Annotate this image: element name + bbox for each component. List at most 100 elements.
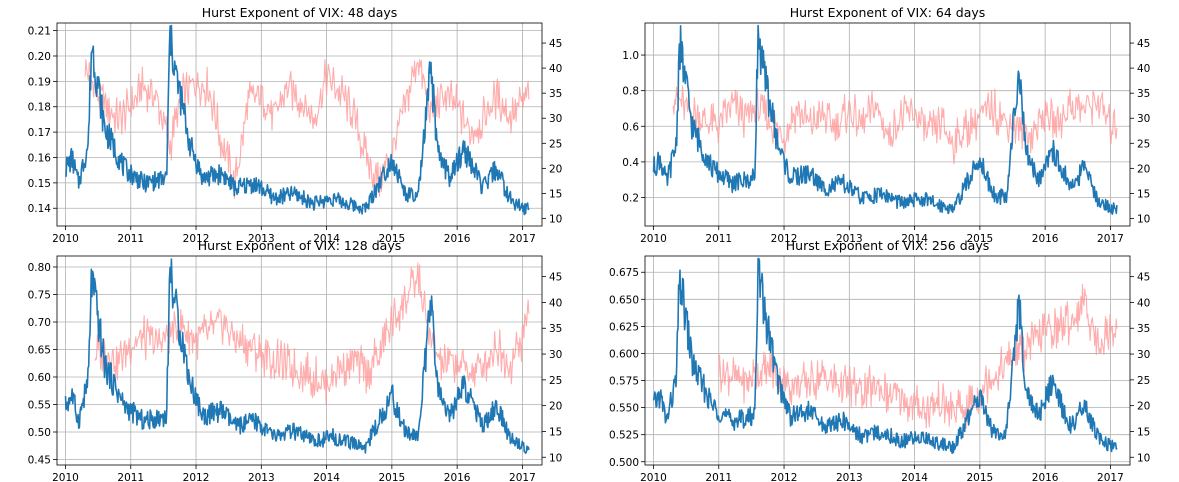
y-left-tick-label: 0.675 — [609, 267, 639, 279]
x-tick-label: 2016 — [444, 472, 471, 482]
y-right-tick-label: 30 — [1137, 113, 1150, 125]
hurst-series-line — [718, 283, 1118, 429]
hurst-series-line — [672, 85, 1118, 165]
y-right-tick-label: 40 — [549, 297, 562, 309]
x-tick-label: 2012 — [183, 472, 210, 482]
y-left-tick-label: 0.2 — [622, 193, 639, 205]
y-right-tick-label: 10 — [1137, 452, 1150, 464]
x-tick-label: 2016 — [1032, 233, 1059, 245]
x-tick-label: 2012 — [183, 233, 210, 245]
x-tick-label: 2015 — [966, 472, 993, 482]
y-left-tick-label: 0.6 — [622, 121, 639, 133]
x-tick-label: 2013 — [248, 233, 275, 245]
y-left-tick-label: 0.20 — [28, 51, 51, 63]
y-right-tick-label: 10 — [549, 452, 562, 464]
y-left-tick-label: 0.15 — [28, 178, 51, 190]
vix-series-line — [652, 257, 1118, 455]
y-right-tick-label: 35 — [549, 88, 562, 100]
x-tick-label: 2011 — [705, 233, 732, 245]
y-left-tick-label: 0.8 — [622, 86, 639, 98]
y-left-tick-label: 0.19 — [28, 76, 51, 88]
y-left-tick-label: 0.4 — [622, 157, 639, 169]
hurst-series-line — [84, 59, 530, 199]
y-left-tick-label: 0.80 — [28, 262, 51, 274]
y-right-tick-label: 45 — [549, 272, 562, 284]
x-tick-label: 2014 — [901, 472, 928, 482]
y-left-tick-label: 0.575 — [609, 376, 639, 388]
x-tick-label: 2015 — [966, 233, 993, 245]
y-left-tick-label: 0.650 — [609, 294, 639, 306]
x-tick-label: 2010 — [640, 472, 667, 482]
y-right-tick-label: 25 — [1137, 138, 1150, 150]
y-right-tick-label: 45 — [1137, 272, 1150, 284]
x-tick-label: 2012 — [771, 233, 798, 245]
chart-panel: 2010 2011 2012 2013 2014 2015 2016 20170.20.40.… — [622, 5, 1150, 245]
x-tick-label: 2010 — [52, 472, 79, 482]
y-right-tick-label: 20 — [549, 163, 562, 175]
y-left-tick-label: 0.70 — [28, 317, 51, 329]
y-left-tick-label: 0.550 — [609, 403, 639, 415]
x-tick-label: 2017 — [1097, 472, 1124, 482]
y-left-tick-label: 0.16 — [28, 152, 52, 164]
y-right-tick-label: 45 — [549, 38, 562, 50]
x-tick-label: 2014 — [313, 472, 340, 482]
y-right-tick-label: 15 — [1137, 426, 1150, 438]
x-tick-label: 2015 — [378, 233, 405, 245]
x-tick-label: 2011 — [117, 233, 144, 245]
x-tick-label: 2011 — [117, 472, 144, 482]
y-left-tick-label: 0.45 — [28, 455, 51, 467]
chart-panel: 2010 2011 2012 2013 2014 2015 2016 20170.5000.5… — [609, 238, 1150, 482]
y-right-tick-label: 35 — [1137, 88, 1150, 100]
y-right-tick-label: 40 — [1137, 297, 1150, 309]
y-right-tick-label: 30 — [1137, 349, 1150, 361]
y-left-tick-label: 0.50 — [28, 427, 51, 439]
y-left-tick-label: 0.525 — [609, 430, 639, 442]
y-left-tick-label: 0.500 — [609, 457, 639, 469]
y-left-tick-label: 0.625 — [609, 321, 639, 333]
vix-series-line — [64, 24, 530, 216]
y-left-tick-label: 0.14 — [28, 203, 52, 215]
chart-title: Hurst Exponent of VIX: 128 days — [198, 238, 401, 253]
y-right-tick-label: 10 — [549, 213, 562, 225]
x-tick-label: 2017 — [509, 233, 536, 245]
y-left-tick-label: 0.18 — [28, 102, 51, 114]
y-left-tick-label: 0.17 — [28, 127, 51, 139]
y-right-tick-label: 15 — [549, 188, 562, 200]
chart-panel: 2010 2011 2012 2013 2014 2015 2016 20170.450.50… — [28, 238, 563, 482]
y-left-tick-label: 0.60 — [28, 372, 51, 384]
x-tick-label: 2013 — [836, 233, 863, 245]
y-right-tick-label: 20 — [549, 401, 562, 413]
y-right-tick-label: 25 — [549, 375, 562, 387]
y-right-tick-label: 30 — [549, 113, 562, 125]
x-tick-label: 2013 — [248, 472, 275, 482]
x-tick-label: 2016 — [444, 233, 471, 245]
y-left-tick-label: 0.55 — [28, 400, 51, 412]
x-tick-label: 2017 — [1097, 233, 1124, 245]
y-right-tick-label: 35 — [549, 323, 562, 335]
y-left-tick-label: 0.600 — [609, 348, 639, 360]
y-right-tick-label: 40 — [549, 63, 562, 75]
x-tick-label: 2013 — [836, 472, 863, 482]
vix-series-line — [64, 258, 530, 454]
y-left-tick-label: 0.75 — [28, 290, 51, 302]
plot-frame — [56, 22, 543, 227]
y-right-tick-label: 35 — [1137, 323, 1150, 335]
hurst-series-line — [94, 262, 530, 406]
y-right-tick-label: 25 — [549, 138, 562, 150]
y-right-tick-label: 15 — [1137, 188, 1150, 200]
y-right-tick-label: 20 — [1137, 401, 1150, 413]
x-tick-label: 2014 — [313, 233, 340, 245]
x-tick-label: 2010 — [640, 233, 667, 245]
y-right-tick-label: 20 — [1137, 163, 1150, 175]
y-right-tick-label: 30 — [549, 349, 562, 361]
x-tick-label: 2015 — [378, 472, 405, 482]
x-tick-label: 2014 — [901, 233, 928, 245]
plot-frame — [644, 22, 1131, 227]
x-tick-label: 2016 — [1032, 472, 1059, 482]
chart-title: Hurst Exponent of VIX: 48 days — [202, 5, 398, 20]
chart-title: Hurst Exponent of VIX: 256 days — [786, 238, 989, 253]
y-right-tick-label: 45 — [1137, 38, 1150, 50]
x-tick-label: 2017 — [509, 472, 536, 482]
chart-panel: 2010 2011 2012 2013 2014 2015 2016 20170.140.15… — [28, 5, 563, 245]
